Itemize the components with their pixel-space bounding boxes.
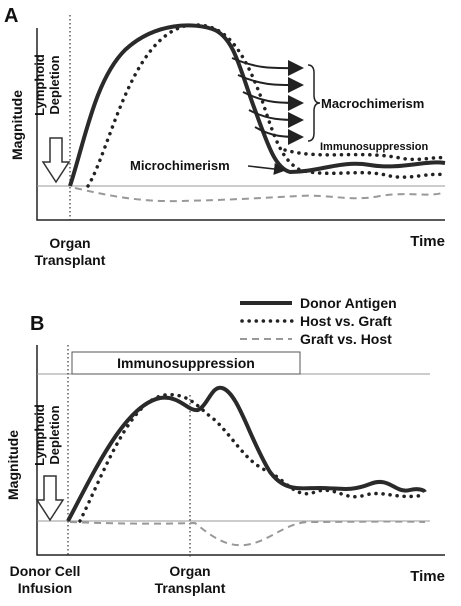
legend-label: Donor Antigen [300, 295, 397, 311]
bar-label: Immunosuppression [117, 355, 255, 371]
graft-vs-host-curve [74, 187, 446, 203]
graft-vs-host-curve [69, 520, 426, 547]
host-vs-graft-curve [86, 23, 447, 188]
host-vs-graft-curve [78, 393, 427, 523]
panel-label: A [4, 5, 18, 27]
annotation: Macrochimerism [321, 96, 424, 111]
x-axis-label: Time [410, 233, 445, 250]
y-axis-label: Magnitude [5, 430, 21, 500]
legend-label: Graft vs. Host [300, 331, 392, 347]
event-label: Organ Transplant [35, 235, 106, 268]
event-label: Organ Transplant [155, 563, 226, 596]
depletion-label: LymphoidDepletion [32, 404, 62, 466]
brace [307, 64, 321, 142]
annotation: Microchimerism [130, 158, 230, 173]
legend: Donor Antigen Host vs. Graft Graft vs. H… [240, 295, 397, 347]
axes [36, 28, 445, 221]
annotation-arrow [247, 163, 286, 175]
depletion-arrow [35, 475, 65, 522]
donor-antigen-curve [68, 23, 446, 187]
y-axis-label: Magnitude [9, 90, 25, 160]
legend-label: Host vs. Graft [300, 313, 392, 329]
annotation: Immunosuppression [320, 141, 428, 153]
donor-antigen-curve [66, 385, 427, 522]
immunosuppression-bar [71, 351, 301, 375]
panel-a: A Magnitude LymphoidDepletion Macrochime… [4, 5, 447, 268]
panel-label: B [30, 313, 44, 335]
macro-arrows [231, 57, 304, 145]
axes [36, 345, 445, 556]
panel-b: B Donor Antigen Host vs. Graft Graft vs.… [5, 295, 445, 596]
depletion-arrow [41, 137, 71, 184]
depletion-label: LymphoidDepletion [32, 54, 62, 116]
host-vs-graft-curve [283, 148, 447, 162]
event-label: Donor Cell Infusion [10, 563, 81, 596]
x-axis-label: Time [410, 568, 445, 585]
